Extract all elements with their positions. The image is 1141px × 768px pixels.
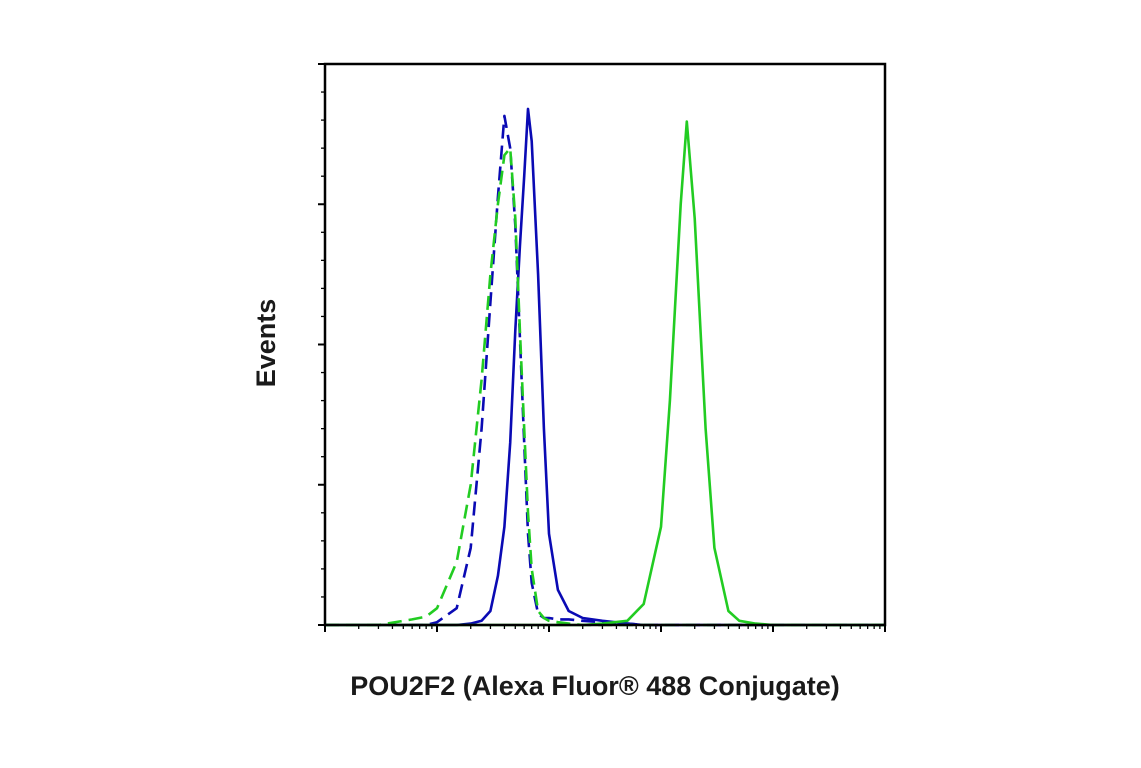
histogram-line [325, 107, 885, 627]
x-axis-title: POU2F2 (Alexa Fluor® 488 Conjugate) [350, 671, 840, 701]
y-axis-title: Events [251, 299, 281, 388]
histogram-line [325, 114, 885, 627]
histogram-line [325, 146, 885, 627]
histogram-line [325, 120, 885, 627]
plot-frame [323, 62, 887, 627]
